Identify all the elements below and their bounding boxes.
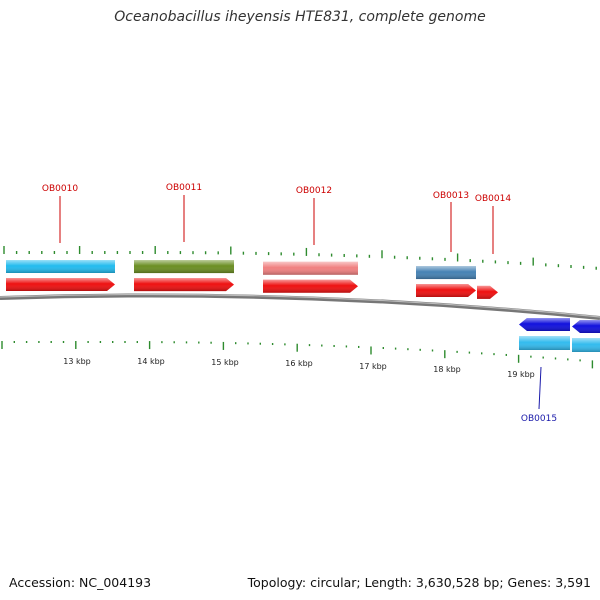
scale-labels: 13 kbp 14 kbp 15 kbp 16 kbp 17 kbp 18 kbp 19 k… xyxy=(63,357,535,379)
forward-arrow-shade xyxy=(6,278,115,291)
gene-features: OB0010 OB0011 OB0012 OB0013 OB0014 OB0015 xyxy=(6,183,600,424)
cog-bar-shade xyxy=(416,266,476,280)
accession-label: Accession: NC_004193 xyxy=(9,575,152,590)
genome-summary: Topology: circular; Length: 3,630,528 bp… xyxy=(247,575,591,590)
cog-bar-shade xyxy=(519,336,570,350)
gene-label: OB0014 xyxy=(475,194,511,204)
scale-label: 16 kbp xyxy=(285,359,313,368)
gene-ob0012[interactable]: OB0012 xyxy=(263,186,358,293)
tick-marks-top xyxy=(3,246,597,270)
scale-label: 17 kbp xyxy=(359,362,387,371)
genome-backbone xyxy=(0,293,600,320)
reverse-arrow-shade xyxy=(572,320,600,333)
forward-arrow-shade xyxy=(263,279,358,293)
gene-label: OB0010 xyxy=(42,184,78,194)
cog-bar-shade xyxy=(134,260,234,274)
label-connector xyxy=(538,366,542,410)
gene-label: OB0015 xyxy=(521,414,557,424)
tick-marks-bottom xyxy=(1,341,594,369)
gene-label: OB0011 xyxy=(166,183,202,193)
gene-ob0015[interactable]: OB0015 xyxy=(519,318,600,424)
scale-label: 14 kbp xyxy=(137,357,165,366)
gene-ob0014[interactable]: OB0014 xyxy=(475,194,511,299)
cog-bar-shade xyxy=(263,261,358,275)
forward-arrow-shade xyxy=(416,284,476,298)
gene-label: OB0012 xyxy=(296,186,332,196)
scale-label: 15 kbp xyxy=(211,358,239,367)
scale-label: 13 kbp xyxy=(63,357,91,366)
scale-label: 19 kbp xyxy=(507,370,535,379)
scale-label: 18 kbp xyxy=(433,365,461,374)
genome-title: Oceanobacillus iheyensis HTE831, complet… xyxy=(114,9,486,25)
cog-bar-shade xyxy=(572,338,600,352)
gene-ob0013[interactable]: OB0013 xyxy=(416,191,476,298)
forward-arrow-shade xyxy=(477,285,498,299)
forward-arrow-shade xyxy=(134,278,234,292)
cog-bar-shade xyxy=(6,260,115,273)
reverse-arrow-shade xyxy=(519,318,570,331)
gene-ob0011[interactable]: OB0011 xyxy=(134,183,234,292)
gene-label: OB0013 xyxy=(433,191,469,201)
gene-ob0010[interactable]: OB0010 xyxy=(6,184,115,291)
